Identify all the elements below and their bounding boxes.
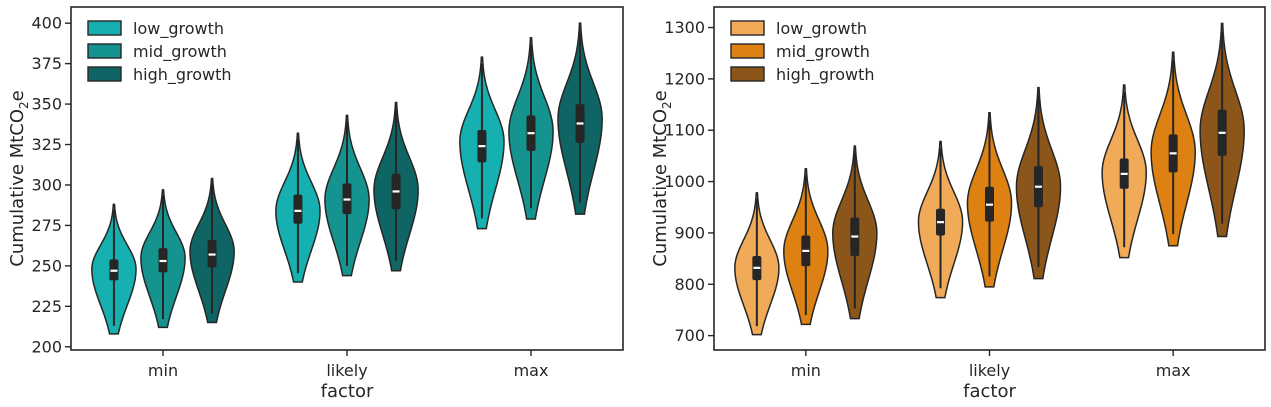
y-axis-title-subscript: 2 bbox=[660, 101, 674, 109]
y-axis-title-subscript: 2 bbox=[17, 101, 31, 109]
y-axis-title: Cumulative MtCO2e bbox=[7, 90, 31, 267]
legend-swatch-low_growth bbox=[730, 20, 765, 36]
x-tick-label: min bbox=[148, 361, 178, 380]
legend-label-mid_growth: mid_growth bbox=[133, 42, 227, 62]
y-axis-title-main: Cumulative MtCO bbox=[650, 109, 671, 267]
x-tick-label: max bbox=[1156, 361, 1191, 380]
x-tick-label: min bbox=[791, 361, 821, 380]
legend-swatch-high_growth bbox=[87, 66, 122, 82]
y-tick-label: 225 bbox=[31, 297, 62, 316]
chart-panel-2: 700 800 900 1000 1100 1200 1300 min likely max fac… bbox=[650, 6, 1266, 402]
y-axis-title-tail: e bbox=[7, 90, 28, 101]
x-tick-label: max bbox=[514, 361, 549, 380]
legend-swatch-mid_growth bbox=[87, 43, 122, 59]
y-axis-title-tail: e bbox=[650, 90, 671, 101]
y-tick-label: 300 bbox=[31, 175, 62, 194]
y-tick-label: 275 bbox=[31, 216, 62, 235]
y-axis-title: Cumulative MtCO2e bbox=[650, 90, 674, 267]
y-tick-label: 400 bbox=[31, 14, 62, 33]
x-axis-title: factor bbox=[963, 381, 1016, 402]
legend-label-high_growth: high_growth bbox=[776, 65, 875, 85]
y-axis-title-main: Cumulative MtCO bbox=[7, 109, 28, 267]
y-tick-label: 350 bbox=[31, 95, 62, 114]
y-tick-label: 1200 bbox=[664, 69, 705, 88]
legend-label-mid_growth: mid_growth bbox=[776, 42, 870, 62]
x-axis-title: factor bbox=[321, 381, 374, 402]
y-tick-label: 250 bbox=[31, 256, 62, 275]
y-tick-label: 1300 bbox=[664, 18, 705, 37]
y-tick-label: 1100 bbox=[664, 121, 705, 140]
y-tick-label: 325 bbox=[31, 135, 62, 154]
chart-panel-1: 200 225 250 275 300 325 350 375 400 min likely max f… bbox=[7, 6, 624, 402]
violin-iqr-box bbox=[293, 194, 303, 224]
y-tick-label: 900 bbox=[674, 223, 705, 242]
y-tick-label: 700 bbox=[674, 326, 705, 345]
x-tick-label: likely bbox=[326, 361, 367, 380]
legend-swatch-mid_growth bbox=[730, 43, 765, 59]
legend-label-high_growth: high_growth bbox=[133, 65, 232, 85]
y-tick-label: 375 bbox=[31, 54, 62, 73]
y-tick-label: 200 bbox=[31, 337, 62, 356]
legend-swatch-high_growth bbox=[730, 66, 765, 82]
y-tick-label: 800 bbox=[674, 275, 705, 294]
x-tick-label: likely bbox=[969, 361, 1010, 380]
legend-label-low_growth: low_growth bbox=[133, 19, 224, 39]
y-tick-label: 1000 bbox=[664, 172, 705, 191]
legend-swatch-low_growth bbox=[87, 20, 122, 36]
legend-label-low_growth: low_growth bbox=[776, 19, 867, 39]
